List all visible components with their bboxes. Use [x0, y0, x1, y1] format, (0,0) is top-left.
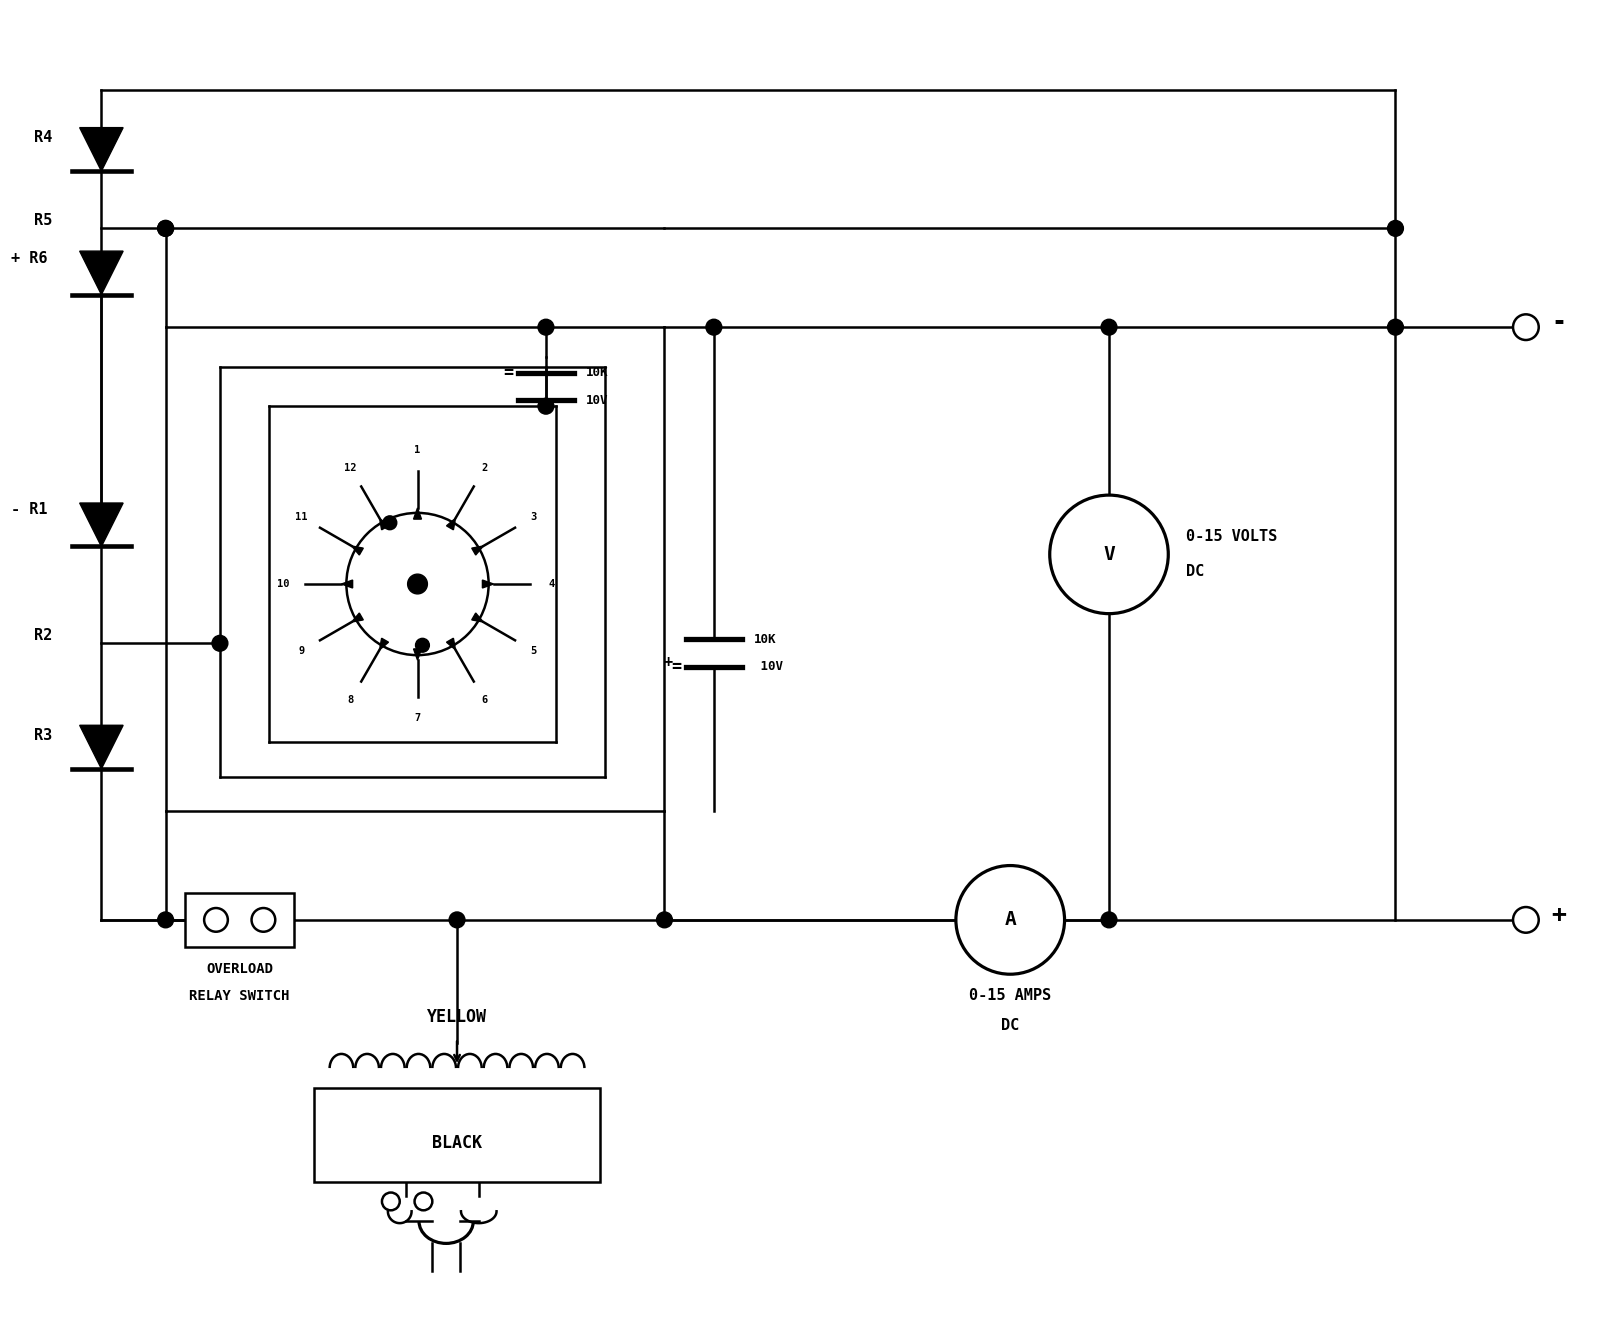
Circle shape [346, 513, 488, 655]
Text: YELLOW: YELLOW [427, 1008, 486, 1025]
Polygon shape [352, 547, 363, 555]
Text: 7: 7 [414, 713, 421, 724]
Text: 10K: 10K [586, 367, 608, 379]
Text: RELAY SWITCH: RELAY SWITCH [189, 989, 290, 1004]
Text: 10V: 10V [754, 660, 784, 673]
Circle shape [382, 516, 397, 529]
Text: 10K: 10K [754, 633, 776, 645]
Text: 4: 4 [549, 579, 555, 589]
Polygon shape [341, 580, 352, 588]
Text: 5: 5 [531, 647, 538, 656]
Text: 9: 9 [298, 647, 304, 656]
Circle shape [158, 912, 173, 928]
Text: OVERLOAD: OVERLOAD [206, 962, 274, 976]
Text: - R1: - R1 [11, 503, 46, 517]
Polygon shape [413, 508, 421, 519]
Circle shape [213, 636, 227, 652]
Text: 8: 8 [347, 696, 354, 705]
Text: 2: 2 [482, 463, 488, 473]
Polygon shape [472, 547, 483, 555]
Circle shape [706, 320, 722, 335]
Circle shape [158, 220, 173, 236]
Circle shape [538, 320, 554, 335]
Text: 3: 3 [531, 512, 538, 521]
Polygon shape [80, 725, 123, 769]
Circle shape [158, 220, 173, 236]
Text: +: + [1550, 902, 1566, 926]
Polygon shape [379, 639, 389, 651]
Circle shape [955, 865, 1064, 974]
Circle shape [538, 399, 554, 415]
Polygon shape [446, 519, 456, 529]
Text: R2: R2 [34, 628, 53, 643]
Polygon shape [352, 613, 363, 623]
Circle shape [408, 575, 427, 595]
Text: R5: R5 [34, 213, 53, 228]
Polygon shape [472, 613, 483, 623]
Text: 6: 6 [482, 696, 488, 705]
Text: 11: 11 [294, 512, 307, 521]
Circle shape [251, 908, 275, 932]
Text: + R6: + R6 [11, 251, 46, 265]
Circle shape [1387, 320, 1403, 335]
Text: 12: 12 [344, 463, 357, 473]
Text: =: = [504, 364, 514, 381]
Polygon shape [483, 580, 493, 588]
Circle shape [414, 1193, 432, 1210]
Text: 10: 10 [277, 579, 290, 589]
Polygon shape [379, 519, 389, 529]
Polygon shape [446, 639, 456, 651]
Circle shape [1050, 495, 1168, 613]
Text: V: V [1102, 545, 1115, 564]
Text: 10V: 10V [586, 393, 608, 407]
Circle shape [1387, 220, 1403, 236]
Polygon shape [80, 251, 123, 295]
Circle shape [416, 639, 429, 652]
Circle shape [656, 912, 672, 928]
Polygon shape [413, 649, 421, 660]
Text: A: A [1005, 910, 1016, 929]
Circle shape [382, 1193, 400, 1210]
Circle shape [1514, 906, 1539, 933]
Text: 1: 1 [414, 445, 421, 455]
Polygon shape [80, 128, 123, 171]
Text: DC: DC [1186, 564, 1205, 579]
Circle shape [1101, 912, 1117, 928]
Bar [314, 1088, 600, 1181]
Text: BLACK: BLACK [432, 1133, 482, 1152]
Text: -: - [1550, 311, 1566, 335]
Circle shape [450, 912, 466, 928]
Bar [186, 893, 294, 946]
Text: 0-15 VOLTS: 0-15 VOLTS [1186, 529, 1277, 544]
Circle shape [205, 908, 227, 932]
Text: DC: DC [1002, 1018, 1019, 1033]
Circle shape [1514, 315, 1539, 340]
Polygon shape [80, 503, 123, 547]
Text: =: = [672, 659, 682, 676]
Text: R3: R3 [34, 728, 53, 742]
Text: 0-15 AMPS: 0-15 AMPS [970, 989, 1051, 1004]
Text: R4: R4 [34, 131, 53, 145]
Circle shape [1101, 320, 1117, 335]
Text: +: + [664, 655, 674, 669]
